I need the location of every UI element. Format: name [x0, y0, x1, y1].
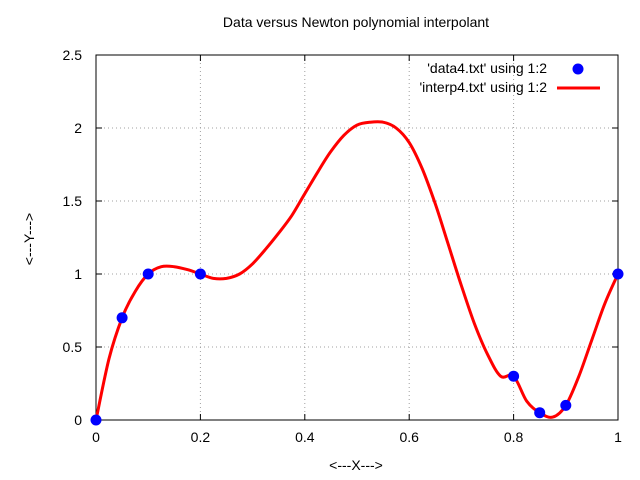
plot-frame — [95, 54, 619, 421]
legend-marker-data — [572, 63, 584, 75]
grid — [96, 55, 618, 420]
data-point — [534, 407, 546, 419]
x-axis-label: <---X---> — [329, 457, 383, 473]
x-tick-label: 1 — [614, 429, 622, 445]
data-point — [194, 268, 206, 280]
x-tick-label: 0.4 — [295, 429, 315, 445]
chart-title: Data versus Newton polynomial interpolan… — [223, 14, 489, 30]
y-tick-label: 1.5 — [63, 193, 83, 209]
y-tick-label: 0 — [74, 412, 82, 428]
x-tick-label: 0.8 — [504, 429, 524, 445]
x-tick-label: 0.2 — [191, 429, 211, 445]
x-tick-label: 0.6 — [399, 429, 419, 445]
legend-label-data: 'data4.txt' using 1:2 — [427, 60, 547, 76]
series-layer — [90, 120, 624, 426]
y-tick-label: 2.5 — [63, 47, 83, 63]
y-tick-label: 1 — [74, 266, 82, 282]
legend: 'data4.txt' using 1:2 'interp4.txt' usin… — [419, 60, 600, 95]
axis-ticks: 0 0.2 0.4 0.6 0.8 1 0 0.5 1 1.5 2 2.5 — [63, 47, 623, 445]
data-point — [142, 268, 154, 280]
data-point — [612, 268, 624, 280]
y-tick-label: 2 — [74, 120, 82, 136]
data-point — [560, 399, 572, 411]
data-point — [90, 414, 102, 426]
interp-series-line — [94, 120, 620, 421]
y-tick-label: 0.5 — [63, 339, 83, 355]
data-point — [508, 370, 520, 382]
x-tick-label: 0 — [92, 429, 100, 445]
data-point — [116, 312, 128, 324]
y-axis-label: <---Y---> — [21, 213, 37, 265]
legend-label-interp: 'interp4.txt' using 1:2 — [419, 79, 547, 95]
